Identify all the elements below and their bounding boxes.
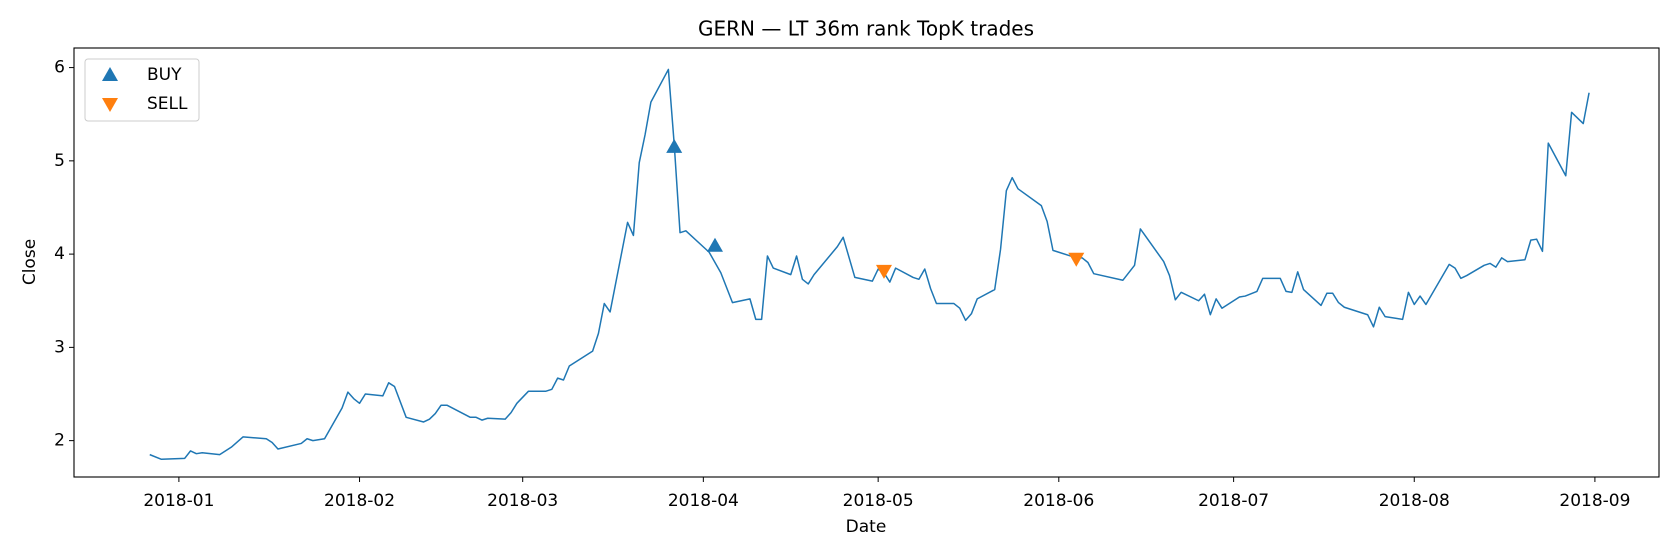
trade-marker: [666, 138, 683, 153]
y-axis-label: Close: [20, 239, 40, 285]
legend-marker: [102, 67, 118, 81]
y-tick-label: 4: [54, 244, 65, 264]
legend-marker: [102, 98, 118, 112]
trade-marker: [706, 237, 723, 252]
x-tick-label: 2018-07: [1198, 491, 1269, 511]
x-tick-label: 2018-01: [143, 491, 214, 511]
y-tick-label: 2: [54, 431, 65, 451]
chart-title: GERN — LT 36m rank TopK trades: [698, 17, 1034, 41]
x-tick-label: 2018-08: [1379, 491, 1450, 511]
x-tick-label: 2018-09: [1559, 491, 1630, 511]
close-line: [149, 68, 1590, 461]
y-tick-label: 5: [54, 151, 65, 171]
x-tick-label: 2018-02: [324, 491, 395, 511]
legend-label: SELL: [147, 94, 188, 114]
x-tick-label: 2018-04: [668, 491, 739, 511]
x-tick-label: 2018-06: [1023, 491, 1094, 511]
trade-marker: [875, 264, 892, 279]
y-tick-label: 3: [54, 337, 65, 357]
legend-label: BUY: [147, 65, 182, 85]
plot-frame: [73, 47, 1660, 478]
x-tick-label: 2018-05: [843, 491, 914, 511]
x-axis-label: Date: [846, 517, 887, 537]
x-tick-label: 2018-03: [487, 491, 558, 511]
trade-marker: [1068, 252, 1085, 267]
y-tick-label: 6: [54, 58, 65, 78]
